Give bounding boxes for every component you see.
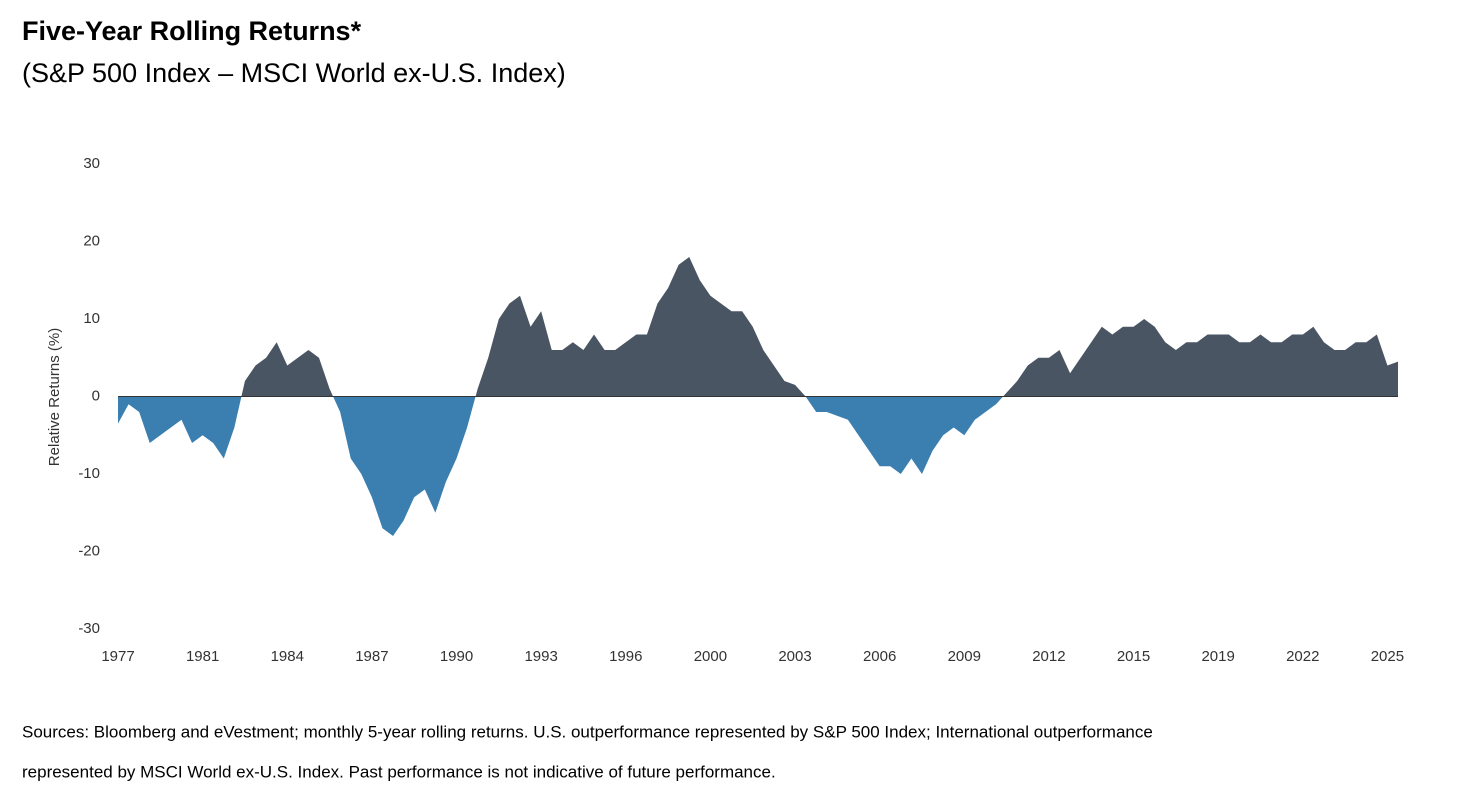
y-tick-label: 20 bbox=[83, 232, 100, 249]
source-note: represented by MSCI World ex-U.S. Index.… bbox=[22, 762, 776, 781]
y-tick-label: 10 bbox=[83, 310, 100, 327]
chart-subtitle: (S&P 500 Index – MSCI World ex-U.S. Inde… bbox=[22, 58, 566, 88]
x-tick-label: 2015 bbox=[1117, 648, 1150, 665]
y-tick-label: 0 bbox=[92, 387, 100, 404]
y-tick-label: -30 bbox=[78, 620, 100, 637]
x-tick-label: 2022 bbox=[1286, 648, 1319, 665]
x-tick-label: 2012 bbox=[1032, 648, 1065, 665]
x-tick-label: 1996 bbox=[609, 648, 642, 665]
x-tick-label: 2000 bbox=[694, 648, 727, 665]
y-tick-label: -10 bbox=[78, 465, 100, 482]
x-tick-label: 1977 bbox=[101, 648, 134, 665]
area-negative bbox=[118, 396, 1398, 536]
y-axis-label: Relative Returns (%) bbox=[46, 328, 63, 466]
area-positive bbox=[118, 257, 1398, 397]
x-tick-label: 2009 bbox=[948, 648, 981, 665]
x-tick-label: 2003 bbox=[778, 648, 811, 665]
x-tick-label: 1984 bbox=[271, 648, 304, 665]
x-tick-label: 1990 bbox=[440, 648, 473, 665]
y-tick-label: -20 bbox=[78, 542, 100, 559]
x-tick-label: 1993 bbox=[524, 648, 557, 665]
chart-title: Five-Year Rolling Returns* bbox=[22, 16, 362, 46]
x-tick-label: 1987 bbox=[355, 648, 388, 665]
x-tick-label: 1981 bbox=[186, 648, 219, 665]
y-tick-label: 30 bbox=[83, 155, 100, 172]
source-note: Sources: Bloomberg and eVestment; monthl… bbox=[22, 722, 1153, 741]
x-tick-label: 2006 bbox=[863, 648, 896, 665]
x-tick-label: 2019 bbox=[1201, 648, 1234, 665]
x-tick-label: 2025 bbox=[1371, 648, 1404, 665]
